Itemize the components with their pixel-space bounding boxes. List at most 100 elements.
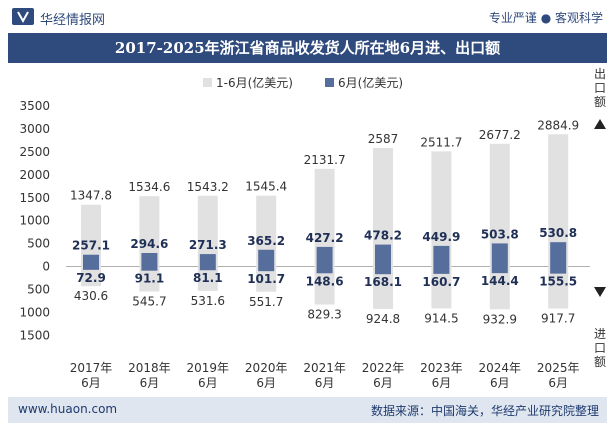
y-tick-label: 1500 xyxy=(19,191,50,205)
x-tick-label: 2021年 6月 xyxy=(303,361,346,390)
label-june-export: 257.1 xyxy=(72,239,110,253)
label-june-export: 530.8 xyxy=(539,226,577,240)
bar-june-import xyxy=(491,266,508,274)
label-june-export: 427.2 xyxy=(306,231,344,245)
bars-layer xyxy=(81,134,569,310)
y-tick-label: 2500 xyxy=(19,145,50,159)
label-ytd-import: 430.6 xyxy=(74,289,108,303)
data-source: 数据来源：中国海关，华经产业研究院整理 xyxy=(370,404,599,418)
label-ytd-import: 932.9 xyxy=(483,312,517,326)
svg-text:口: 口 xyxy=(594,81,606,95)
label-ytd-export: 1543.2 xyxy=(187,180,229,194)
x-tick-label: 2022年 6月 xyxy=(362,361,405,390)
bar-june-import xyxy=(433,266,450,274)
label-june-export: 449.9 xyxy=(422,230,460,244)
x-tick-label: 2023年 6月 xyxy=(420,361,463,390)
brand-name: 华经情报网 xyxy=(40,13,106,28)
label-june-export: 478.2 xyxy=(364,229,402,243)
bar-ytd-import xyxy=(314,266,335,305)
bar-ytd-export xyxy=(81,204,101,267)
legend: 1-6月(亿美元) 6月(亿美元) xyxy=(203,75,403,90)
bar-june-export xyxy=(375,244,391,267)
bar-june-export xyxy=(141,252,158,267)
label-june-import: 72.9 xyxy=(76,271,106,285)
label-june-export: 271.3 xyxy=(189,238,227,252)
y-tick-label: 1000 xyxy=(19,305,50,319)
bar-june-export xyxy=(258,249,275,267)
x-tick-label: 2024年 6月 xyxy=(479,361,522,390)
label-ytd-export: 2884.9 xyxy=(537,118,579,132)
label-june-import: 101.7 xyxy=(247,272,285,286)
y-tick-label: 2000 xyxy=(19,168,50,182)
bar-june-import xyxy=(375,266,391,275)
svg-text:出: 出 xyxy=(594,67,606,81)
bar-ytd-import xyxy=(139,266,160,292)
label-june-export: 294.6 xyxy=(130,237,168,251)
bar-ytd-import xyxy=(81,266,101,287)
bar-june-import xyxy=(141,266,158,271)
label-june-export: 503.8 xyxy=(481,227,519,241)
tagline: 专业严谨 ● 客观科学 xyxy=(488,11,603,25)
svg-text:额: 额 xyxy=(594,95,606,109)
bar-june-export xyxy=(433,245,450,267)
label-june-import: 160.7 xyxy=(422,275,460,289)
svg-text:额: 额 xyxy=(594,355,606,369)
title-bar: 2017-2025年浙江省商品收发货人所在地6月进、出口额 xyxy=(8,33,607,63)
label-june-import: 144.4 xyxy=(481,274,519,288)
bar-ytd-import xyxy=(373,266,393,309)
bar-ytd-export xyxy=(314,168,335,267)
label-ytd-import: 917.7 xyxy=(541,312,575,326)
y-tick-label: 0 xyxy=(42,260,50,274)
footer: www.huaon.com 数据来源：中国海关，华经产业研究院整理 xyxy=(8,397,607,423)
label-june-import: 91.1 xyxy=(135,272,165,286)
bar-ytd-export xyxy=(197,195,218,267)
label-ytd-import: 914.5 xyxy=(424,311,458,325)
y-tick-label: 500 xyxy=(27,237,50,251)
label-ytd-export: 2131.7 xyxy=(304,153,346,167)
x-tick-label: 2019年 6月 xyxy=(187,361,230,390)
svg-text:口: 口 xyxy=(594,341,606,355)
export-axis-label: 出口额 xyxy=(594,67,606,109)
import-axis-label: 进口额 xyxy=(594,327,606,369)
label-ytd-import: 551.7 xyxy=(249,295,283,309)
y-tick-label: 3000 xyxy=(19,122,50,136)
bar-ytd-export xyxy=(489,143,510,267)
label-ytd-export: 1545.4 xyxy=(245,180,287,194)
y-tick-label: 1500 xyxy=(19,328,50,342)
x-tick-label: 2020年 6月 xyxy=(245,361,288,390)
website-link[interactable]: www.huaon.com xyxy=(18,402,118,416)
label-june-import: 155.5 xyxy=(539,275,577,289)
bar-ytd-import xyxy=(489,266,510,310)
down-arrow-icon xyxy=(594,287,606,297)
chart-canvas: 350030002500200015001000500050010001500 … xyxy=(19,67,606,390)
bar-june-export xyxy=(550,242,567,267)
label-ytd-import: 545.7 xyxy=(132,295,166,309)
bar-ytd-export xyxy=(548,134,569,267)
bar-june-import xyxy=(199,266,216,271)
bar-ytd-export xyxy=(139,196,160,267)
label-june-import: 81.1 xyxy=(193,271,223,285)
bar-ytd-import xyxy=(197,266,218,291)
x-tick-label: 2018年 6月 xyxy=(128,361,171,390)
huajing-logo-icon xyxy=(12,8,34,25)
legend-ytd-swatch xyxy=(203,78,212,87)
label-june-import: 168.1 xyxy=(364,275,402,289)
label-ytd-import: 829.3 xyxy=(307,308,341,322)
bar-ytd-import xyxy=(548,266,569,309)
bar-ytd-export xyxy=(373,147,393,267)
bar-ytd-import xyxy=(431,266,452,309)
label-ytd-export: 1347.8 xyxy=(70,189,112,203)
y-tick-label: 1000 xyxy=(19,214,50,228)
bar-june-import xyxy=(550,266,567,274)
legend-june-label: 6月(亿美元) xyxy=(338,75,403,90)
y-tick-label: 3500 xyxy=(19,99,50,113)
bar-june-export xyxy=(83,254,99,267)
chart-title: 2017-2025年浙江省商品收发货人所在地6月进、出口额 xyxy=(114,39,501,57)
bar-june-export xyxy=(199,254,216,267)
label-ytd-export: 2677.2 xyxy=(479,128,521,142)
x-tick-label: 2025年 6月 xyxy=(537,361,580,390)
bar-june-import xyxy=(83,266,99,270)
y-tick-label: 500 xyxy=(27,282,50,296)
